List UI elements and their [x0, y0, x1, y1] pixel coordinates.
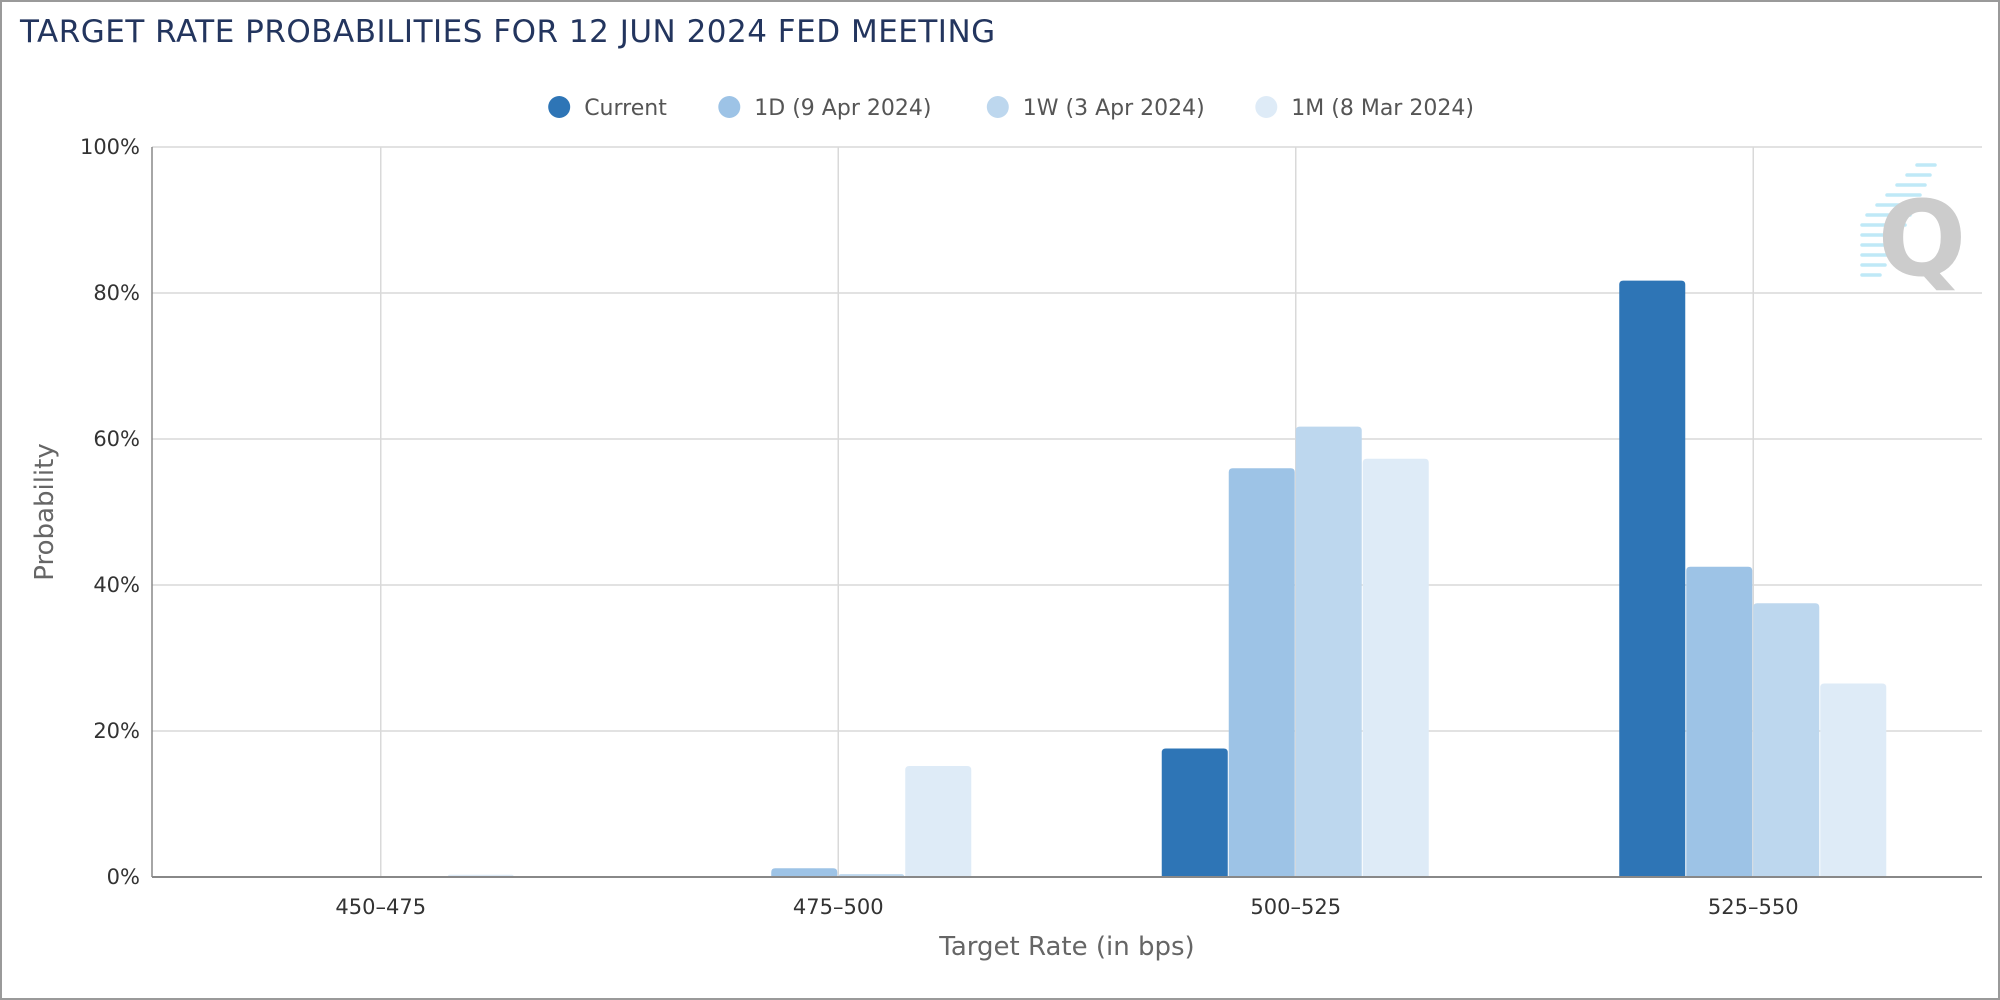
legend-label: Current: [584, 96, 667, 121]
legend-marker: [986, 96, 1009, 118]
axes: 0% 20% 40% 60% 80% 100% 450–475 475–500 500–525 5…: [80, 135, 1982, 919]
x-tick-label: 525–550: [1708, 895, 1799, 919]
watermark-letter: Q: [1878, 178, 1966, 300]
legend-marker: [1255, 96, 1278, 118]
bar: [1228, 468, 1295, 877]
chart-title: TARGET RATE PROBABILITIES FOR 12 JUN 202…: [20, 14, 996, 50]
bar: [1161, 748, 1228, 877]
legend-marker: [548, 96, 571, 118]
y-tick-label: 60%: [93, 427, 140, 451]
legend-label: 1D (9 Apr 2024): [754, 96, 931, 121]
bar: [1753, 603, 1820, 877]
bar: [1362, 458, 1429, 877]
x-tick-label: 500–525: [1250, 895, 1341, 919]
x-tick-label: 450–475: [335, 895, 426, 919]
x-axis-title: Target Rate (in bps): [938, 932, 1194, 962]
legend: Current 1D (9 Apr 2024) 1W (3 Apr 2024) 1M …: [548, 96, 1474, 121]
bar: [1619, 280, 1686, 878]
legend-label: 1W (3 Apr 2024): [1023, 96, 1205, 121]
legend-label: 1M (8 Mar 2024): [1291, 96, 1474, 121]
legend-marker: [718, 96, 741, 118]
y-axis-title: Probability: [30, 443, 60, 580]
y-tick-label: 0%: [107, 865, 140, 889]
y-tick-label: 40%: [93, 573, 140, 597]
x-tick-label: 475–500: [793, 895, 884, 919]
bar: [771, 868, 838, 877]
y-tick-label: 80%: [93, 281, 140, 305]
y-tick-label: 20%: [93, 719, 140, 743]
bar: [1686, 566, 1753, 877]
quikstrike-q-logo-icon: Q: [1860, 163, 1966, 300]
y-tick-label: 100%: [80, 135, 140, 159]
bar: [1295, 426, 1362, 877]
bar: [1820, 683, 1887, 877]
bar: [905, 766, 972, 877]
bars: [447, 280, 1887, 878]
